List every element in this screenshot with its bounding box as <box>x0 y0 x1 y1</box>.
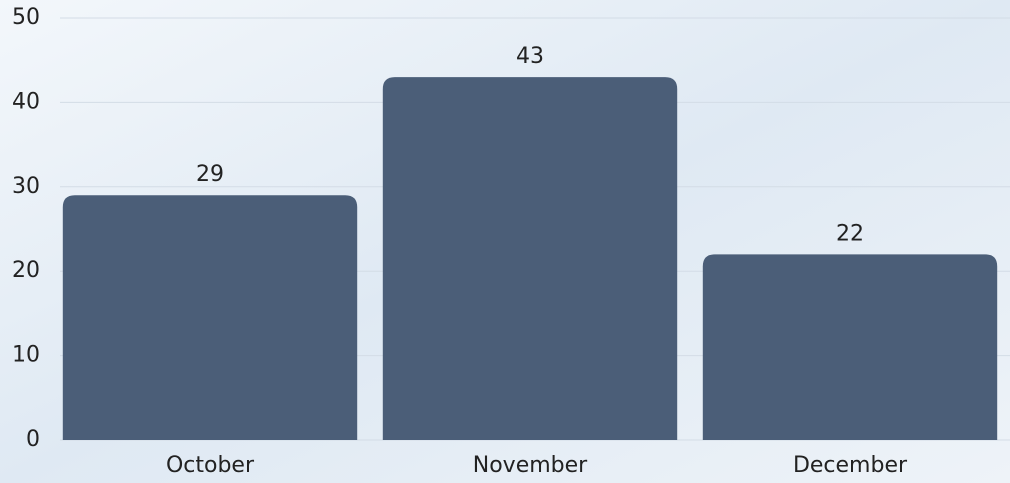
y-tick-label: 50 <box>12 5 40 30</box>
bar <box>382 77 678 440</box>
y-tick-label: 40 <box>12 89 40 114</box>
y-tick-label: 10 <box>12 343 40 368</box>
bar <box>702 254 998 440</box>
y-tick-label: 20 <box>12 258 40 283</box>
y-tick-label: 0 <box>26 427 40 452</box>
data-label: 22 <box>836 221 864 246</box>
data-label: 43 <box>516 44 544 69</box>
bar <box>62 195 358 440</box>
x-tick-label: November <box>473 453 588 478</box>
x-tick-label: December <box>793 453 908 478</box>
x-tick-label: October <box>166 453 255 478</box>
data-label: 29 <box>196 162 224 187</box>
y-tick-label: 30 <box>12 174 40 199</box>
